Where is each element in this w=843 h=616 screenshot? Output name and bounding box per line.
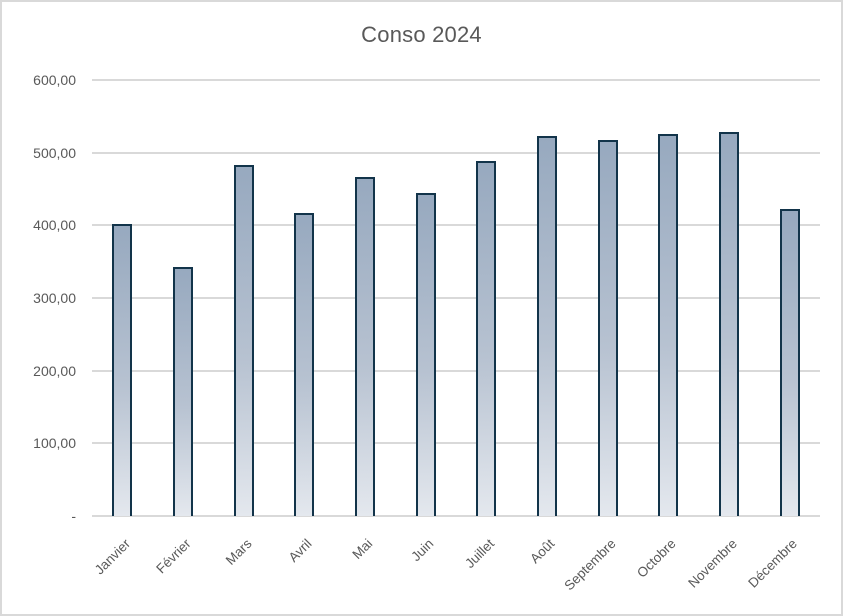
x-tick-label: Mai (349, 536, 376, 562)
gridline (92, 79, 820, 81)
y-tick-label: 300,00 (33, 290, 76, 306)
y-tick-label: 200,00 (33, 362, 76, 379)
bar-juillet (476, 161, 497, 516)
bar-mai (355, 177, 375, 516)
x-tick-label: Janvier (91, 536, 133, 578)
x-tick-label: Avril (285, 536, 315, 566)
x-tick-label: Août (527, 536, 558, 567)
x-axis-line (92, 515, 820, 517)
x-tick-label: Mars (222, 536, 255, 568)
bar-décembre (779, 209, 800, 516)
x-tick-label: Juillet (461, 536, 497, 572)
bar-août (537, 136, 557, 516)
x-tick-label: Juin (408, 536, 437, 565)
bar-janvier (112, 224, 133, 516)
gridline (92, 224, 820, 227)
chart-title: Conso 2024 (361, 22, 482, 47)
y-tick-label: 500,00 (33, 144, 76, 161)
y-tick-label: 600,00 (33, 72, 76, 88)
bar-novembre (719, 132, 739, 516)
bar-mars (233, 165, 254, 516)
x-tick-label: Septembre (560, 536, 619, 594)
gridline (92, 297, 820, 299)
x-tick-label: Octobre (634, 536, 679, 581)
bar-février (173, 267, 193, 516)
gridline (92, 369, 820, 372)
y-tick-label: 100,00 (33, 435, 76, 452)
y-tick-label: - (71, 508, 76, 524)
bar-octobre (658, 134, 679, 516)
gridline (92, 442, 820, 445)
x-tick-label: Février (153, 536, 194, 577)
bar-avril (294, 213, 315, 516)
bar-juin (415, 193, 436, 516)
bar-septembre (597, 140, 618, 516)
y-tick-label: 400,00 (33, 217, 76, 234)
gridline (92, 151, 820, 154)
x-tick-label: Décembre (745, 536, 801, 591)
x-tick-label: Novembre (684, 536, 740, 591)
